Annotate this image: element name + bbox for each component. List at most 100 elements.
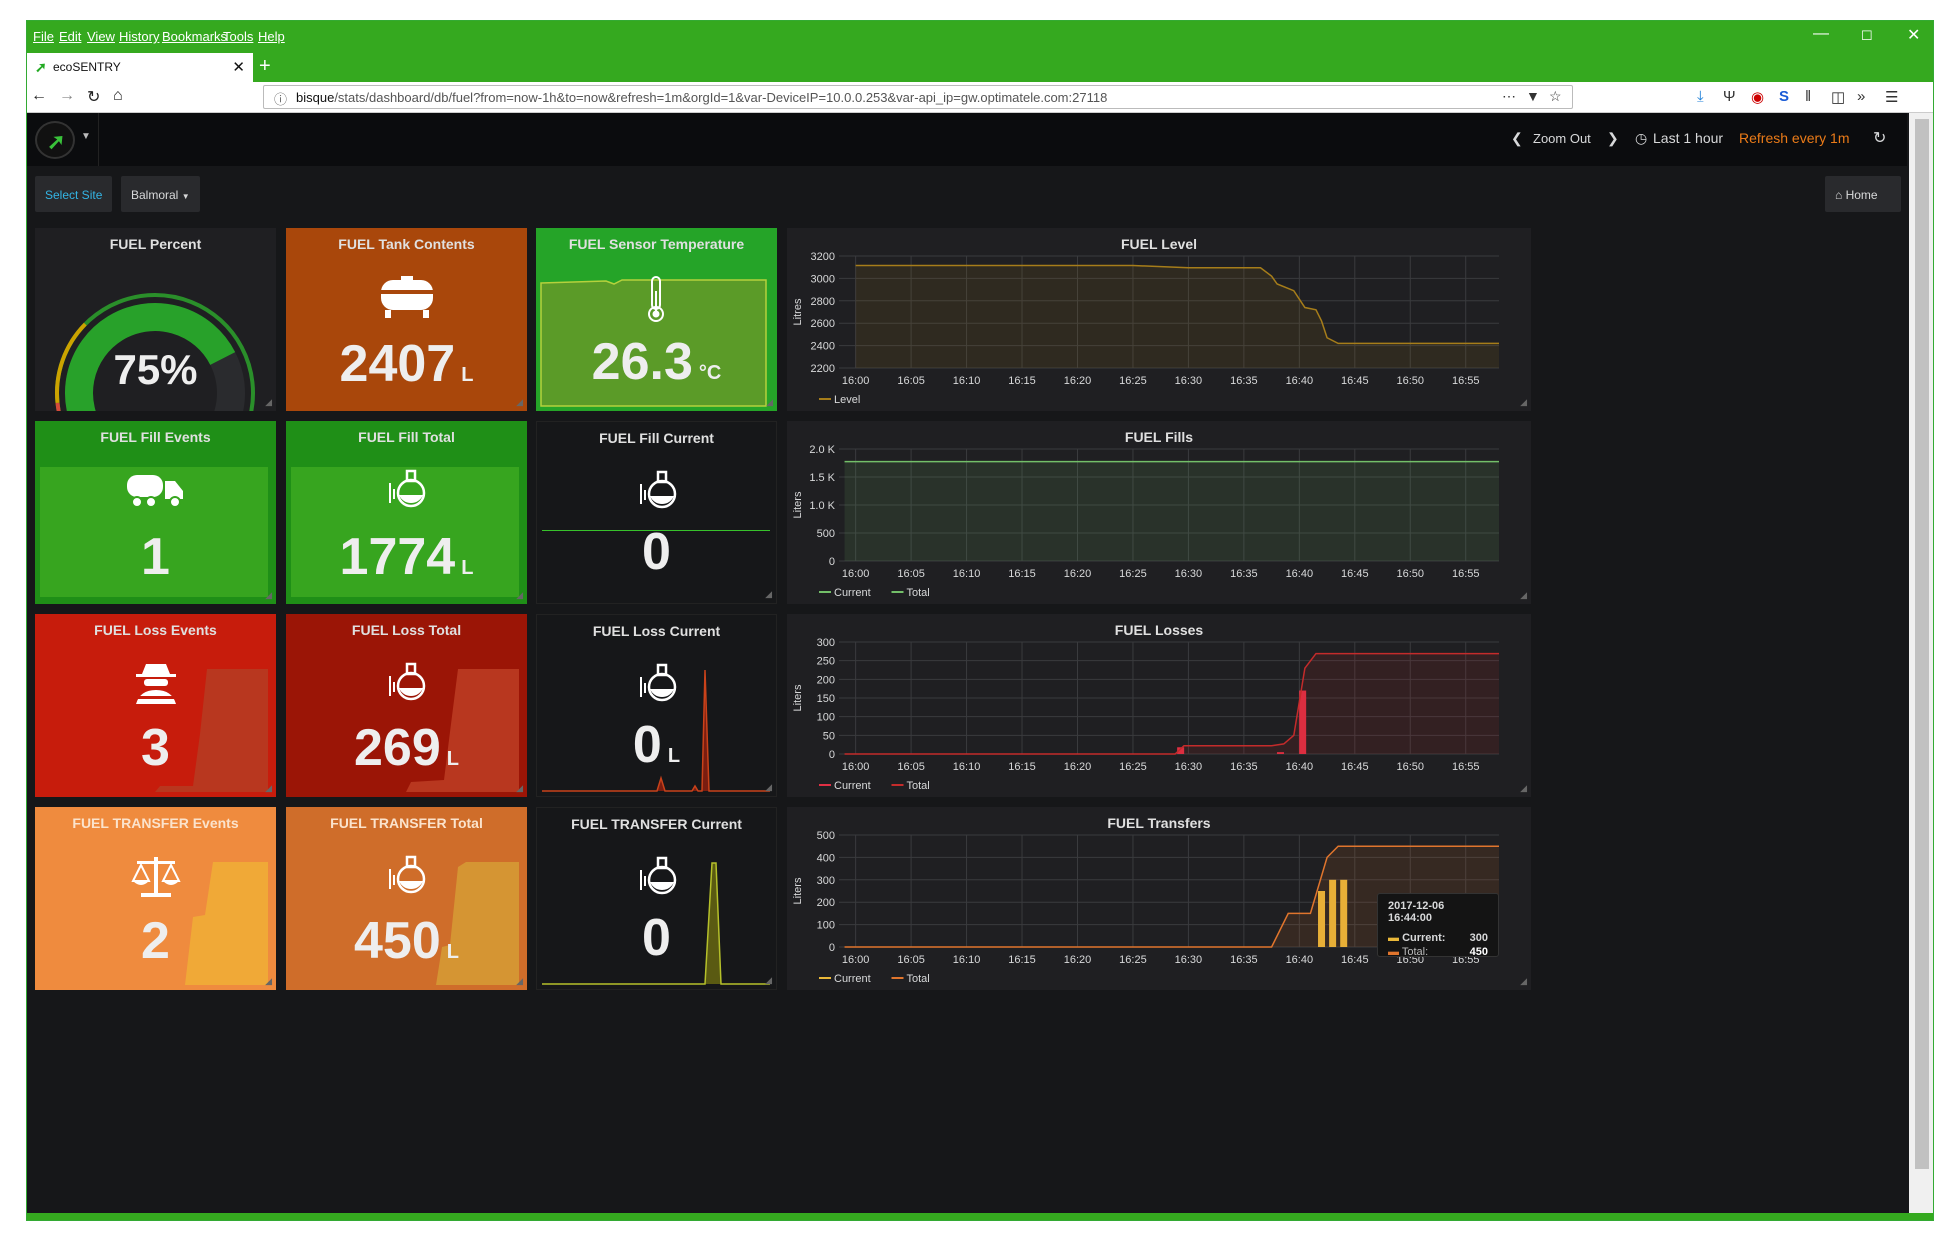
resize-handle-icon[interactable]: ◢ <box>1520 976 1527 986</box>
zoom-out-button[interactable]: Zoom Out <box>1533 131 1591 146</box>
select-site-label[interactable]: Select Site <box>35 176 113 212</box>
fuel-level-panel[interactable]: FUEL Level 3200 3000 2800 2600 2400 2200 16:00… <box>787 228 1531 411</box>
y-tick-label: 0 <box>829 942 835 954</box>
fuel-transfers-panel[interactable]: FUEL Transfers 500 400 300 200 100 0 16:00 16:0… <box>787 807 1531 990</box>
forward-icon[interactable]: → <box>59 87 75 104</box>
resize-handle-icon[interactable]: ◢ <box>1520 590 1527 600</box>
fuel-losses-panel[interactable]: FUEL Losses 300 250 200 150 100 50 0 16:00 16:05… <box>787 614 1531 797</box>
page-scrollbar[interactable] <box>1909 113 1933 1213</box>
fill-total-panel[interactable]: FUEL Fill Total 1774 L ◢ <box>286 421 527 604</box>
overflow-icon[interactable]: » <box>1857 88 1866 105</box>
resize-handle-icon[interactable]: ◢ <box>516 397 523 407</box>
page-actions-icon[interactable]: ⋯ <box>1502 88 1516 104</box>
fill-current-value: 0 <box>642 523 671 581</box>
resize-handle-icon[interactable]: ◢ <box>765 975 772 985</box>
resize-handle-icon[interactable]: ◢ <box>765 782 772 792</box>
menu-history[interactable]: History <box>119 29 160 44</box>
resize-handle-icon[interactable]: ◢ <box>765 589 772 599</box>
reload-icon[interactable]: ↻ <box>87 89 101 106</box>
x-tick-label: 16:45 <box>1341 375 1369 387</box>
x-tick-label: 16:25 <box>1119 954 1147 966</box>
panel-title: FUEL Sensor Temperature <box>568 236 745 252</box>
new-tab-icon[interactable]: + <box>259 55 271 77</box>
resize-handle-icon[interactable]: ◢ <box>516 976 523 986</box>
refresh-interval[interactable]: Refresh every 1m <box>1739 130 1850 146</box>
minimize-icon[interactable]: — <box>1813 25 1829 42</box>
menu-view[interactable]: View <box>87 29 115 44</box>
sensor-temperature-panel[interactable]: FUEL Sensor Temperature 26.3 °C ◢ <box>536 228 777 411</box>
menu-file[interactable]: File <box>33 29 54 44</box>
tank-contents-panel[interactable]: FUEL Tank Contents 2407 L ◢ <box>286 228 527 411</box>
transfer-total-unit: L <box>446 941 459 963</box>
resize-handle-icon[interactable]: ◢ <box>265 783 272 793</box>
flask-drip <box>644 490 646 500</box>
resize-handle-icon[interactable]: ◢ <box>766 397 773 407</box>
fill-current-panel[interactable]: FUEL Fill Current 0 ◢ <box>536 421 777 604</box>
close-tab-icon[interactable]: ✕ <box>232 59 245 76</box>
truck-icon <box>127 475 183 508</box>
zoom-forward-icon[interactable]: ❯ <box>1607 130 1619 146</box>
resize-handle-icon[interactable]: ◢ <box>516 590 523 600</box>
pocket-icon[interactable]: ▼ <box>1526 88 1540 104</box>
x-tick-label: 16:25 <box>1119 375 1147 387</box>
x-tick-label: 16:30 <box>1175 568 1203 580</box>
transfer-events-value: 2 <box>141 912 170 970</box>
maximize-icon[interactable]: ☐ <box>1861 28 1873 43</box>
flask-drip <box>389 869 391 889</box>
flask-drip <box>393 489 395 499</box>
url-bar[interactable]: ⓘ bisque/stats/dashboard/db/fuel?from=no… <box>263 85 1573 109</box>
browser-tab[interactable]: ➚ ecoSENTRY ✕ <box>27 53 253 82</box>
loss-events-panel[interactable]: FUEL Loss Events 3 ◢ <box>35 614 276 797</box>
fuel-percent-panel[interactable]: FUEL Percent 75% ◢ <box>35 228 276 411</box>
flask-icon <box>640 470 677 509</box>
x-tick-label: 16:10 <box>953 954 981 966</box>
bookmark-star-icon[interactable]: ☆ <box>1549 88 1562 104</box>
library-icon[interactable]: ‖ <box>1805 88 1812 105</box>
resize-handle-icon[interactable]: ◢ <box>265 397 272 407</box>
tab-title: ecoSENTRY <box>53 60 121 74</box>
zoom-back-icon[interactable]: ❮ <box>1511 130 1523 146</box>
home-button[interactable]: ⌂ Home <box>1825 176 1901 212</box>
loss-total-unit: L <box>446 748 459 770</box>
transfer-events-sparkline <box>40 862 268 985</box>
transfer-total-panel[interactable]: FUEL TRANSFER Total 450 L ◢ <box>286 807 527 990</box>
header-divider <box>98 113 99 166</box>
resize-handle-icon[interactable]: ◢ <box>1520 397 1527 407</box>
chart-title: FUEL Transfers <box>1107 815 1211 831</box>
x-tick-label: 16:30 <box>1175 375 1203 387</box>
hamburger-menu-icon[interactable]: ☰ <box>1885 89 1899 106</box>
refresh-icon[interactable]: ↻ <box>1873 130 1887 147</box>
resize-handle-icon[interactable]: ◢ <box>516 783 523 793</box>
grafana-logo[interactable]: ➚ <box>35 121 75 159</box>
fuel-fills-panel[interactable]: FUEL Fills 2.0 K 1.5 K 1.0 K 500 0 16:00 16:05… <box>787 421 1531 604</box>
scrollbar-thumb[interactable] <box>1915 119 1929 1169</box>
time-range-picker[interactable]: Last 1 hour <box>1653 130 1724 146</box>
y-tick-label: 2.0 K <box>809 444 835 456</box>
resize-handle-icon[interactable]: ◢ <box>265 590 272 600</box>
extension-icon[interactable]: Ψ <box>1723 88 1736 105</box>
menu-edit[interactable]: Edit <box>59 29 82 44</box>
x-tick-label: 16:05 <box>897 375 925 387</box>
download-icon[interactable]: ⤓ <box>1697 88 1704 105</box>
close-window-icon[interactable]: ✕ <box>1907 27 1921 44</box>
menu-help[interactable]: Help <box>258 29 285 44</box>
menu-tools[interactable]: Tools <box>223 29 254 44</box>
flask-drip <box>393 875 395 885</box>
back-icon[interactable]: ← <box>31 87 47 104</box>
site-dropdown[interactable]: Balmoral ▼ <box>121 176 200 212</box>
skype-icon[interactable]: S <box>1779 88 1790 105</box>
chevron-down-icon[interactable]: ▼ <box>81 131 91 142</box>
transfer-current-panel[interactable]: FUEL TRANSFER Current 0 ◢ <box>536 807 777 990</box>
loss-total-panel[interactable]: FUEL Loss Total 269 L ◢ <box>286 614 527 797</box>
ublock-icon[interactable]: ◉ <box>1751 89 1765 106</box>
transfer-events-panel[interactable]: FUEL TRANSFER Events 2 ◢ <box>35 807 276 990</box>
chart-title: FUEL Fills <box>1124 429 1194 445</box>
home-icon[interactable]: ⌂ <box>113 87 123 104</box>
resize-handle-icon[interactable]: ◢ <box>1520 783 1527 793</box>
fill-events-panel[interactable]: FUEL Fill Events 1 ◢ <box>35 421 276 604</box>
menu-bookmarks[interactable]: Bookmarks <box>162 29 228 44</box>
sidebar-icon[interactable]: ◫ <box>1831 89 1846 106</box>
info-icon[interactable]: ⓘ <box>274 92 288 107</box>
resize-handle-icon[interactable]: ◢ <box>265 976 272 986</box>
